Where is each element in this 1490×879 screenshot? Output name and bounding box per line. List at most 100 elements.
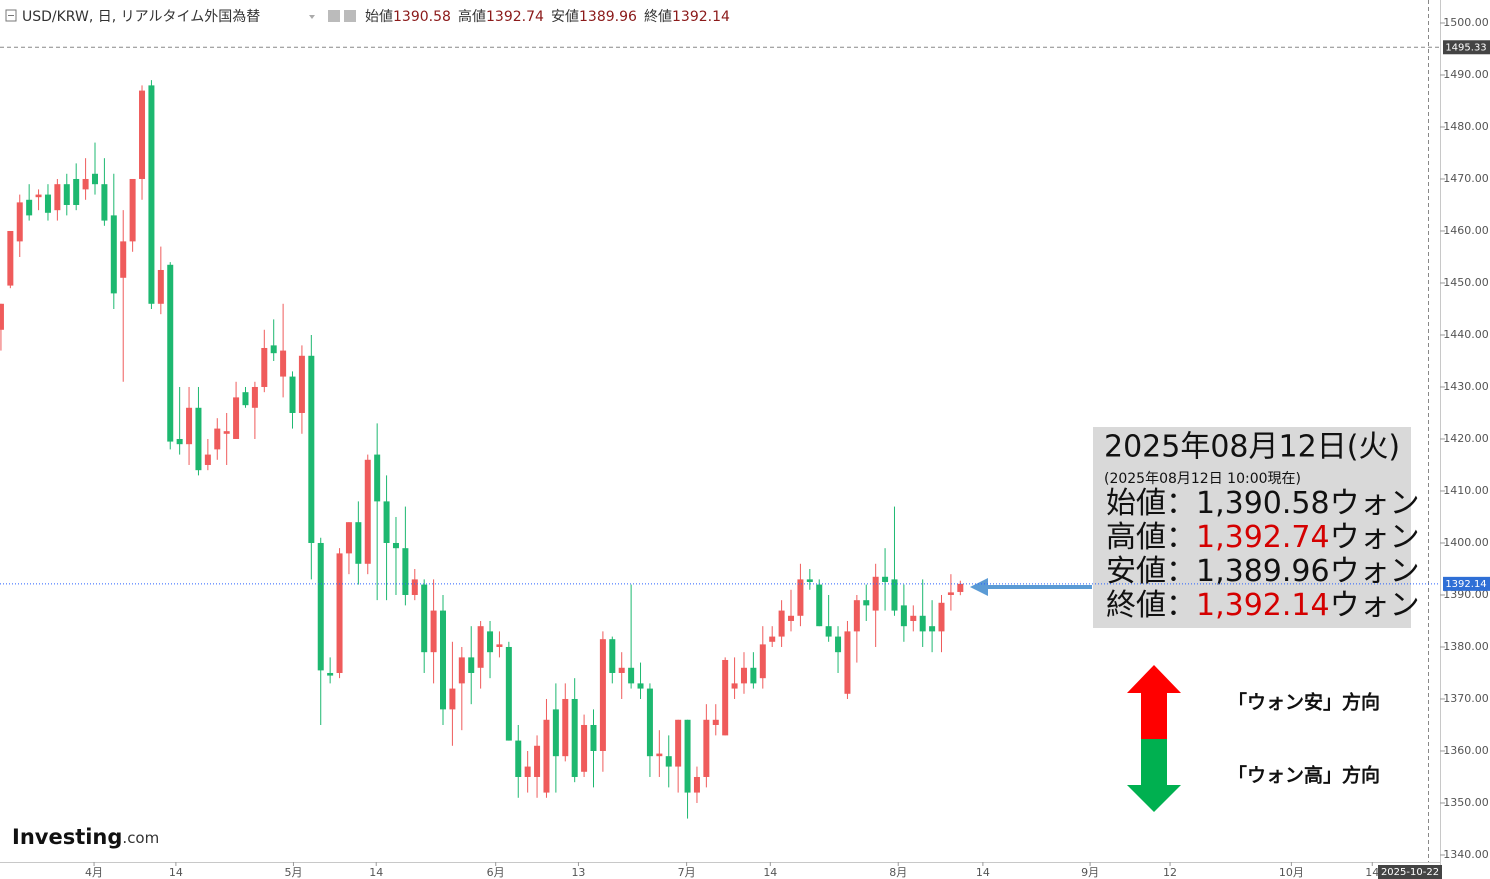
candle-body: [477, 626, 484, 668]
candle-body: [853, 600, 860, 632]
candle-body: [788, 615, 795, 621]
x-tick-label: 14: [763, 866, 777, 879]
candle-body: [204, 454, 211, 465]
candle-body: [806, 579, 813, 582]
candle-body: [637, 683, 644, 689]
header-ohlc-item: 終値1392.14: [644, 9, 730, 25]
header-ohlc-item: 高値1392.74: [458, 8, 544, 25]
candle-body: [947, 592, 954, 595]
candle-body: [440, 610, 447, 710]
y-tick-label: 1490.00: [1443, 68, 1489, 81]
crosshair-date-label: 2025-10-22: [1381, 867, 1439, 878]
y-tick-label: 1380.00: [1443, 640, 1489, 653]
candle-body: [157, 269, 164, 304]
candle-body: [449, 688, 456, 710]
y-tick-label: 1470.00: [1443, 172, 1489, 185]
candle-body: [938, 602, 945, 632]
candle-body: [910, 615, 917, 621]
candle-body: [957, 583, 964, 592]
x-tick-label: 5月: [284, 866, 302, 879]
candle-body: [336, 553, 343, 673]
candle-body: [54, 184, 61, 211]
settings-icon: [344, 10, 356, 22]
info-row-unit: ウォン: [1330, 520, 1420, 555]
header-ohlc-value: 1392.14: [672, 9, 730, 25]
header-ohlc-value: 1392.74: [486, 9, 544, 25]
candle-body: [750, 667, 757, 684]
header-ohlc-label: 安値: [551, 9, 579, 25]
pointer-arrow-head: [970, 578, 988, 596]
x-tick-label: 6月: [487, 866, 505, 879]
candle-body: [458, 657, 465, 684]
candle-body: [872, 576, 879, 611]
info-row-unit: ウォン: [1330, 554, 1420, 589]
info-row-label: 安値：: [1106, 554, 1196, 589]
candle-body: [599, 639, 606, 751]
candle-body: [0, 303, 4, 330]
candle-body: [233, 397, 240, 439]
candle-body: [383, 501, 390, 543]
candle-body: [91, 173, 98, 185]
eye-icon: [328, 10, 340, 22]
candle-body: [609, 639, 616, 673]
y-tick-label: 1430.00: [1443, 380, 1489, 393]
candle-body: [129, 178, 136, 242]
x-tick-label: 8月: [889, 866, 907, 879]
x-tick-label: 14: [1365, 866, 1379, 879]
y-tick-label: 1500.00: [1443, 16, 1489, 29]
header-ohlc: 始値1390.58 高値1392.74 安値1389.96 終値1392.14: [365, 8, 730, 25]
y-tick-label: 1340.00: [1443, 848, 1489, 861]
candle-body: [101, 184, 108, 221]
logo: Investing.com: [12, 825, 159, 849]
candle-body: [571, 698, 578, 777]
candle-body: [919, 615, 926, 632]
candle-body: [468, 657, 475, 673]
y-tick-label: 1460.00: [1443, 224, 1489, 237]
x-tick-label: 12: [1163, 866, 1177, 879]
candle-body: [693, 776, 700, 793]
x-tick-label: 10月: [1279, 866, 1304, 879]
candle-body: [712, 719, 719, 725]
last-price-label: 1392.14: [1445, 579, 1486, 590]
candle-body: [590, 724, 597, 751]
y-tick-label: 1440.00: [1443, 328, 1489, 341]
y-tick-label: 1410.00: [1443, 484, 1489, 497]
x-tick-label: 13: [571, 866, 585, 879]
candle-body: [261, 347, 268, 387]
info-row: 終値：1,392.14ウォン: [1106, 588, 1420, 623]
candle-body: [703, 719, 710, 777]
candle-body: [7, 230, 14, 286]
candle-body: [63, 184, 70, 205]
x-tick-label: 7月: [678, 866, 696, 879]
info-row-label: 終値：: [1106, 588, 1196, 623]
header-ohlc-item: 安値1389.96: [551, 9, 637, 25]
candle-body: [515, 740, 522, 777]
candle-body: [778, 610, 785, 637]
candle-body: [421, 584, 428, 653]
y-tick-label: 1390.00: [1443, 588, 1489, 601]
candle-body: [882, 576, 889, 582]
collapse-icon: [5, 9, 17, 22]
candle-body: [214, 428, 221, 450]
candle-body: [675, 719, 682, 767]
candle-body: [816, 584, 823, 627]
candle-body: [44, 194, 51, 213]
candle-body: [308, 355, 315, 543]
candle-body: [148, 85, 155, 304]
info-row-value: 1,389.96: [1196, 554, 1330, 589]
candle-body: [327, 672, 334, 676]
info-box: [1093, 427, 1411, 628]
candle-body: [797, 579, 804, 616]
info-row-label: 高値：: [1106, 520, 1196, 555]
crosshair-date-box: [1378, 865, 1442, 879]
candle-body: [496, 644, 503, 647]
candle-body: [863, 600, 870, 606]
candle-body: [835, 636, 842, 653]
candle-body: [186, 407, 193, 445]
up-arrow: [1127, 665, 1181, 739]
candle-body: [505, 646, 512, 741]
candle-body: [487, 631, 494, 653]
header-ohlc-value: 1389.96: [579, 9, 637, 25]
x-tick-label: 14: [169, 866, 183, 879]
candle-body: [411, 579, 418, 595]
